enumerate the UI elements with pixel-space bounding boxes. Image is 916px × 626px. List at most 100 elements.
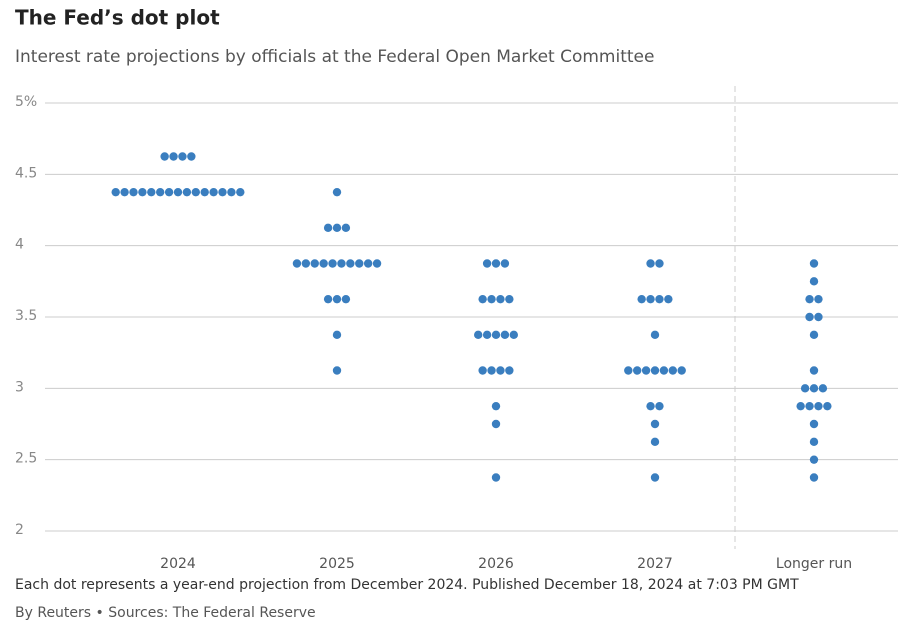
dot [650,419,660,429]
chart-title: The Fed’s dot plot [15,6,220,30]
y-tick-label: 2 [15,522,24,538]
dot [650,330,660,340]
dot [372,259,382,268]
dot [178,152,187,161]
dot [332,187,342,197]
dot [341,294,351,304]
dot [809,455,819,464]
dot [332,330,342,340]
dot [655,259,664,268]
dot [319,259,328,268]
dot [633,366,642,375]
dot [474,330,483,340]
dot [491,259,501,268]
dot [482,330,492,340]
dot [138,187,147,197]
dot [809,437,819,447]
dot [332,366,342,375]
source: By Reuters • Sources: The Federal Reserv… [15,605,316,621]
dot [650,473,660,482]
x-tick-label: 2027 [637,556,673,572]
dot [505,294,514,304]
dot [659,366,669,375]
dot [814,401,823,411]
dot [814,294,823,304]
y-tick-label: 3 [15,379,24,395]
dot [491,419,501,429]
dot [491,401,501,411]
dot [505,366,514,375]
dot [363,259,373,268]
dot [182,187,192,197]
dot [677,366,686,375]
dot [809,330,819,340]
dot [805,401,814,411]
dot [496,294,505,304]
dot [646,294,655,304]
dot [655,401,664,411]
dot [818,384,828,393]
dot [491,330,501,340]
dot [805,294,814,304]
dot [800,384,810,393]
dot [200,187,209,197]
dot [796,401,805,411]
x-tick-label: 2025 [319,556,355,572]
dot [809,419,819,429]
y-tick-label: 4 [15,237,24,253]
dot [500,330,510,340]
dot [160,152,169,161]
y-tick-label: 2.5 [15,451,37,467]
dot [332,294,342,304]
dot [355,259,364,268]
dot [809,384,819,393]
dot [156,187,165,197]
x-tick-label: Longer run [776,556,852,572]
y-tick-label: 3.5 [15,308,37,324]
dot [655,294,664,304]
dot [809,366,819,375]
dot [809,473,819,482]
dot [129,187,138,197]
dot [218,187,227,197]
dot [646,259,655,268]
dot [323,294,333,304]
dot [814,312,823,322]
x-tick-label: 2026 [478,556,514,572]
dot [209,187,218,197]
dot [328,259,337,268]
dot [482,259,492,268]
chart-subtitle: Interest rate projections by officials a… [15,47,654,67]
dot [650,437,660,447]
dot [332,223,342,233]
dot [111,187,120,197]
dot [191,187,200,197]
dot [478,366,487,375]
dot [120,187,129,197]
dot [809,259,819,268]
dot [236,187,245,197]
note: Each dot represents a year-end projectio… [15,577,799,593]
dot [323,223,333,233]
dot [646,401,655,411]
y-tick-label: 5% [15,94,37,110]
y-tick-label: 4.5 [15,165,37,181]
dot [650,366,660,375]
dot [341,223,351,233]
dot [301,259,311,268]
dot [491,473,501,482]
dot [823,401,832,411]
dot [624,366,633,375]
dot [478,294,487,304]
dot [809,277,819,286]
dot [337,259,346,268]
dot [664,294,673,304]
dot [487,366,496,375]
dot [227,187,236,197]
dot [187,152,196,161]
dot [173,187,183,197]
dot [346,259,355,268]
dot [147,187,156,197]
x-tick-label: 2024 [160,556,196,572]
